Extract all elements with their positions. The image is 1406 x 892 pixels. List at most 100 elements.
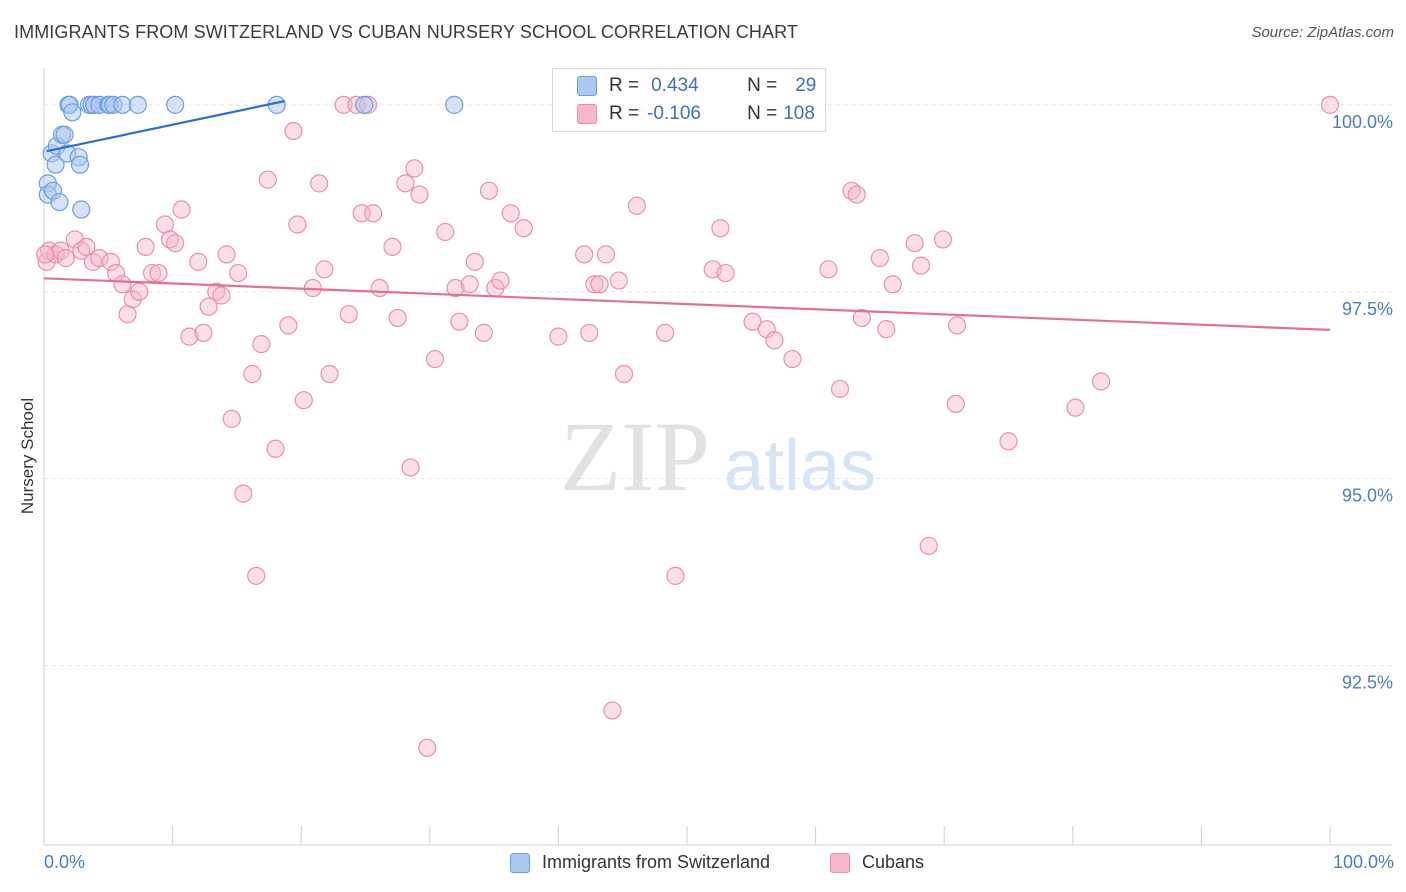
cuban-point (590, 275, 609, 294)
cuban-point (460, 275, 479, 294)
cuban-point (1066, 398, 1085, 417)
cuban-point (596, 245, 616, 264)
swiss-point (50, 192, 69, 212)
cuban-point (436, 222, 455, 242)
cuban-point (243, 364, 262, 384)
cuban-point (77, 237, 96, 257)
cuban-point (575, 245, 594, 264)
y-tick-label: 95.0% (1342, 486, 1393, 506)
watermark-zip: ZIP (560, 401, 710, 512)
legend-r-value: -0.106 (647, 103, 701, 124)
legend-n-label: N = (747, 75, 778, 96)
cuban-point (410, 185, 429, 204)
cuban-point (933, 230, 953, 249)
cuban-point (258, 170, 277, 189)
swiss-point (128, 95, 147, 114)
cuban-point (320, 364, 339, 384)
cuban-point (234, 484, 253, 503)
cuban-point (199, 297, 218, 316)
legend-r-value: 0.434 (651, 75, 699, 96)
trend-lines (43, 100, 1331, 331)
cuban-point (905, 234, 924, 253)
cuban-legend-label: Cubans (862, 852, 925, 872)
swiss-point (166, 95, 185, 114)
swiss-point (46, 155, 65, 174)
cuban-point (580, 323, 599, 342)
cuban-point (284, 121, 303, 141)
cuban-point (830, 379, 850, 399)
cuban-point (212, 286, 231, 305)
watermark: ZIP atlas (560, 401, 876, 512)
swiss-point (445, 95, 464, 114)
y-tick-labels: 100.0% 97.5% 95.0% 92.5% (1332, 112, 1393, 693)
cuban-point (999, 432, 1018, 451)
cuban-point (765, 331, 784, 350)
cuban-point (425, 349, 445, 369)
x-tick-label-min: 0.0% (44, 852, 86, 872)
cuban-point (194, 323, 213, 342)
cuban-point (334, 95, 353, 114)
cuban-point (716, 263, 735, 283)
cuban-point (491, 271, 510, 290)
cuban-point (229, 263, 248, 283)
cuban-point (656, 323, 675, 342)
cuban-point (514, 219, 533, 238)
cuban-point (90, 249, 109, 268)
legend-row-cuban: R = -0.106 N = 108 (577, 101, 815, 127)
legend-n-value: 29 (795, 75, 817, 96)
cuban-point (609, 271, 628, 290)
watermark-atlas: atlas (724, 426, 876, 506)
cuban-point (217, 245, 236, 264)
cuban-point (189, 252, 208, 271)
bottom-legend-cuban: Cubans (830, 852, 924, 873)
cuban-point (180, 327, 199, 346)
legend-n-label: N = (747, 103, 778, 124)
x-tick-label-max: 100.0% (1332, 852, 1394, 872)
cuban-point (450, 312, 469, 331)
legend-row-swiss: R = 0.434 N = 29 (577, 73, 816, 99)
cuban-point (288, 215, 307, 234)
swiss-swatch-icon (577, 76, 597, 96)
cuban-point (666, 566, 685, 585)
cuban-point (279, 316, 298, 335)
cuban-point (1091, 372, 1111, 391)
cuban-point (56, 249, 75, 268)
swiss-point (55, 125, 74, 144)
cuban-point (783, 349, 802, 369)
swiss-point (70, 155, 90, 174)
cuban-point (479, 181, 499, 200)
cuban-point (1320, 95, 1340, 114)
cuban-point (947, 316, 967, 335)
cuban-point (946, 394, 965, 414)
legend-r-label: R = (609, 75, 640, 96)
cuban-point (627, 196, 646, 215)
y-tick-label: 100.0% (1332, 112, 1393, 132)
cuban-point (883, 275, 902, 294)
cuban-trend-line (43, 277, 1331, 331)
cuban-point (370, 278, 389, 298)
cuban-point (877, 320, 896, 339)
cuban-point (339, 305, 358, 324)
cuban-point (123, 290, 142, 309)
cuban-point (819, 260, 838, 279)
cuban-point (474, 323, 493, 342)
cuban-point (401, 458, 420, 477)
cuban-point (501, 204, 520, 223)
swiss-point (72, 200, 91, 219)
cuban-point (315, 260, 334, 279)
cuban-point (870, 249, 890, 268)
cuban-point (266, 439, 285, 458)
cuban-point (711, 219, 730, 238)
cuban-point (388, 308, 407, 328)
swiss-point (113, 95, 132, 114)
cuban-point (847, 185, 866, 204)
legend-r-label: R = (609, 103, 640, 124)
chart-source: Source: ZipAtlas.com (1251, 24, 1394, 41)
cuban-legend-icon (830, 852, 850, 873)
cuban-point (36, 245, 55, 264)
cuban-point (911, 256, 931, 275)
cuban-point (130, 282, 149, 301)
cuban-point (294, 391, 313, 410)
cuban-point (364, 204, 383, 223)
